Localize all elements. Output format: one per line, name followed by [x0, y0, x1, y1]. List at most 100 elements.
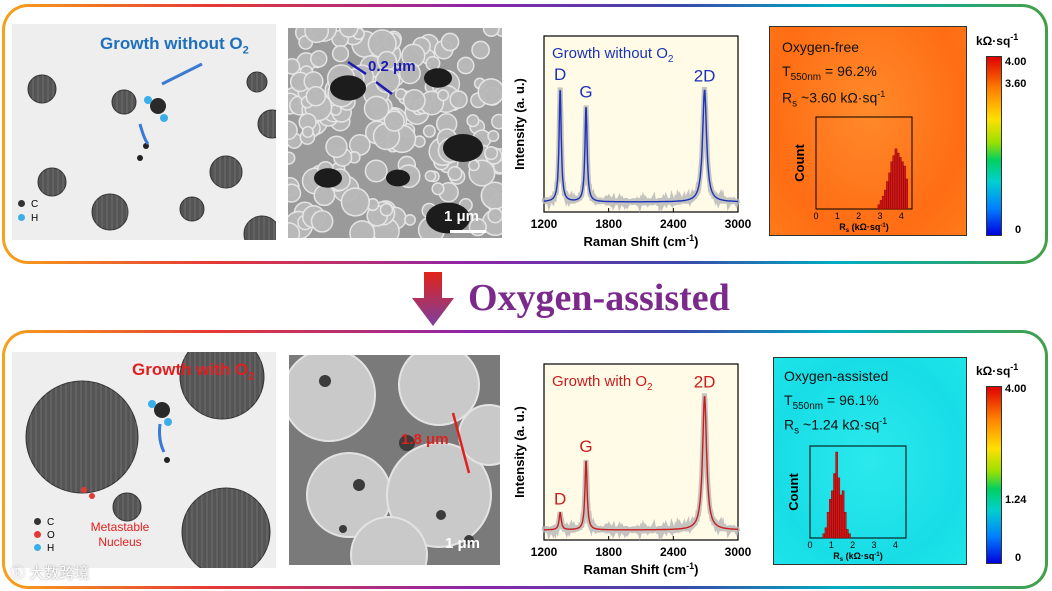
- oxygen-atom-icon: [34, 531, 41, 538]
- bottom-colorbar: [986, 386, 1002, 564]
- sem-grain: [431, 182, 445, 196]
- histogram-x-axis-label: Rs (kΩ·sq-1): [833, 551, 882, 562]
- histogram-bar: [890, 161, 893, 210]
- histogram-frame: [815, 116, 913, 210]
- sem-grain: [437, 89, 450, 102]
- top-colorbar-tick-max: 4.00: [1005, 56, 1027, 68]
- sem-grain: [466, 114, 480, 128]
- raman-x-tick-label: 1800: [595, 545, 622, 559]
- sem-grain: [350, 516, 428, 565]
- graphene-flake: [27, 74, 57, 104]
- arrow-icon: [347, 60, 367, 76]
- histogram-x-tick-label: 2: [850, 540, 855, 550]
- graphene-flake: [257, 109, 276, 139]
- sem-grain: [424, 170, 437, 182]
- top-schematic-title: Growth without O2: [100, 34, 249, 57]
- oxygen-atom: [81, 487, 87, 493]
- raman-x-tick-label: 1800: [595, 217, 622, 231]
- sem-grain: [471, 40, 490, 60]
- histogram-bar: [894, 148, 898, 210]
- histogram-bar: [829, 499, 832, 539]
- sem-nucleus: [436, 510, 446, 520]
- oxygen-atom: [89, 493, 95, 499]
- carbon-atom-icon: [18, 200, 25, 207]
- top-sem-image: 0.2 μm 1 μm: [288, 28, 502, 238]
- sem-grain: [484, 146, 499, 161]
- sem-grain: [331, 44, 350, 63]
- histogram-bar: [846, 529, 849, 539]
- sem-void: [314, 168, 342, 188]
- graphene-flake: [209, 155, 243, 189]
- arrow-icon: [158, 423, 166, 453]
- hydrogen-atom-icon: [34, 544, 41, 551]
- sem-nucleus: [464, 535, 474, 545]
- top-colorbar-tick-min: 0: [1015, 224, 1022, 236]
- sem-void: [386, 169, 410, 187]
- histogram-x-axis-label: Rs (kΩ·sq-1): [839, 222, 888, 233]
- down-arrow-icon: [412, 272, 454, 326]
- sem-grain: [304, 28, 330, 44]
- sem-grain: [310, 50, 328, 68]
- top-map-resistance: Rs ~3.60 kΩ·sq-1: [782, 89, 886, 110]
- bottom-colorbar-tick-max: 4.00: [1005, 383, 1027, 395]
- histogram-bar: [903, 165, 906, 210]
- top-legend: C H: [18, 198, 38, 226]
- bottom-map-fill: [774, 358, 966, 564]
- histogram-bar: [888, 172, 891, 210]
- raman-x-axis-label: Raman Shift (cm-1): [584, 233, 699, 249]
- bottom-map-resistance: Rs ~1.24 kΩ·sq-1: [784, 416, 888, 437]
- bottom-schematic: Growth with O2 C O H Metastable Nucleus: [12, 352, 276, 568]
- histogram-x-tick-label: 2: [856, 211, 861, 221]
- raman-peak-label-2d: 2D: [694, 67, 716, 86]
- top-map-fill: [770, 27, 966, 235]
- graphene-flake: [179, 196, 205, 222]
- histogram-x-tick-label: 4: [899, 211, 904, 221]
- sem-grain: [288, 222, 301, 238]
- histogram-x-tick-label: 0: [813, 211, 818, 221]
- raman-title: Growth with O2: [552, 373, 653, 393]
- sem-grain: [363, 95, 390, 122]
- raman-fit-line: [544, 396, 738, 531]
- top-rs-histogram: 0 1 2 3 4 Rs (kΩ·sq-1) Count: [792, 116, 913, 233]
- bottom-sem-scale-label: 1 μm: [445, 535, 481, 552]
- histogram-bar: [841, 490, 845, 539]
- watermark-logo-icon: ⓚ: [10, 565, 26, 582]
- histogram-bar: [892, 155, 896, 210]
- sem-grain: [447, 165, 463, 182]
- sem-grain: [301, 125, 314, 138]
- raman-x-axis-label: Raman Shift (cm-1): [584, 561, 699, 577]
- sem-grain: [383, 110, 405, 132]
- raman-y-axis-label: Intensity (a. u.): [512, 78, 527, 170]
- sem-grain: [477, 78, 502, 106]
- bottom-rs-map: Oxygen-assisted T550nm = 96.1% Rs ~1.24 …: [773, 357, 967, 565]
- sem-grain: [398, 62, 421, 85]
- sem-void: [443, 134, 483, 162]
- sem-grain: [422, 124, 436, 138]
- top-map-transmittance: T550nm = 96.2%: [782, 63, 877, 83]
- raman-x-tick-label: 3000: [725, 545, 752, 559]
- histogram-bar: [843, 511, 847, 539]
- histogram-x-tick-label: 0: [807, 540, 812, 550]
- sem-grain: [440, 32, 460, 52]
- graphene-flakes-illustration: [27, 62, 276, 240]
- histogram-bar: [879, 200, 883, 210]
- top-schematic: Growth without O2 C H: [12, 24, 276, 240]
- carbon-atom: [137, 155, 143, 161]
- top-raman-chart: D G 2D Growth without O2 1200 1800 2400 3000 Ram…: [510, 24, 755, 250]
- top-colorbar: [986, 56, 1002, 236]
- sem-grain: [288, 183, 302, 203]
- sem-texture: [289, 355, 500, 565]
- top-map-title: Oxygen-free: [782, 39, 860, 55]
- sem-grain: [398, 355, 480, 426]
- histogram-bar: [884, 189, 887, 210]
- bottom-raman-chart: D G 2D Growth with O2 1200 1800 2400 3000 Raman …: [510, 352, 755, 580]
- top-sem-feature-label: 0.2 μm: [368, 58, 416, 75]
- sem-nucleus: [339, 525, 347, 533]
- sem-grain: [487, 207, 502, 224]
- raman-title: Growth without O2: [552, 45, 674, 65]
- hydrogen-atom-icon: [18, 214, 25, 221]
- sem-grain: [425, 55, 441, 71]
- raman-x-tick-label: 1200: [531, 545, 558, 559]
- sem-grain: [289, 355, 376, 442]
- sem-grain: [482, 28, 500, 37]
